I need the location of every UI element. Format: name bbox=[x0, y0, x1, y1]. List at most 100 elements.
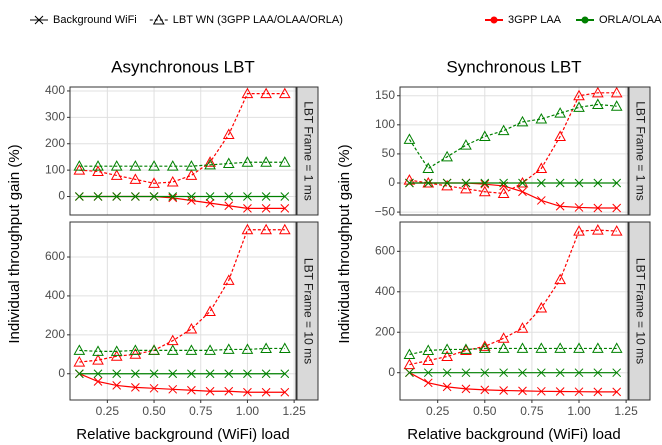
data-point bbox=[573, 342, 585, 353]
data-point bbox=[422, 162, 435, 173]
data-point bbox=[185, 169, 198, 180]
data-point bbox=[166, 175, 179, 187]
data-point bbox=[187, 385, 196, 395]
data-point bbox=[554, 342, 567, 353]
y-tick-label: 50 bbox=[382, 146, 396, 160]
data-point bbox=[403, 358, 416, 370]
data-point bbox=[593, 203, 603, 213]
series-line bbox=[409, 92, 617, 195]
plot-panel bbox=[400, 222, 628, 400]
data-point bbox=[204, 156, 216, 167]
data-point bbox=[241, 87, 254, 99]
y-tick-label: 400 bbox=[45, 288, 65, 302]
panel-title: Asynchronous LBT bbox=[111, 57, 255, 76]
data-point bbox=[592, 98, 604, 109]
data-point bbox=[278, 87, 291, 99]
data-point bbox=[205, 386, 215, 396]
data-point bbox=[205, 192, 215, 201]
data-point bbox=[610, 225, 623, 236]
data-point bbox=[222, 128, 235, 140]
plot-panel bbox=[70, 87, 296, 215]
x-tick-label: 1.00 bbox=[236, 404, 260, 418]
y-tick-label: 300 bbox=[45, 110, 65, 124]
data-point bbox=[168, 369, 178, 379]
data-point bbox=[593, 178, 603, 188]
data-point bbox=[185, 344, 198, 355]
data-point bbox=[480, 368, 490, 378]
data-point bbox=[554, 107, 567, 118]
data-point bbox=[93, 377, 103, 386]
data-point bbox=[480, 179, 490, 189]
data-point bbox=[241, 223, 254, 235]
data-point bbox=[610, 342, 623, 353]
data-point bbox=[110, 169, 123, 180]
data-point bbox=[480, 178, 490, 188]
data-point bbox=[73, 356, 86, 367]
data-point bbox=[278, 156, 291, 167]
data-point bbox=[260, 87, 272, 99]
legend-marker bbox=[152, 13, 165, 25]
data-point bbox=[261, 387, 271, 397]
legend-label: Background WiFi bbox=[53, 14, 137, 26]
data-point bbox=[92, 354, 104, 365]
panel-border bbox=[69, 221, 297, 401]
data-point bbox=[187, 192, 196, 201]
y-tick-label: 400 bbox=[375, 284, 395, 298]
legend-marker bbox=[34, 15, 44, 25]
legend-label: LBT WN (3GPP LAA/OLAA/ORLA) bbox=[173, 14, 343, 26]
series-line bbox=[408, 103, 617, 170]
panel-border bbox=[69, 86, 297, 216]
data-point bbox=[516, 115, 529, 127]
data-point bbox=[222, 274, 235, 285]
data-point bbox=[592, 342, 604, 353]
data-point bbox=[461, 178, 471, 188]
data-point bbox=[92, 165, 104, 176]
data-point bbox=[518, 187, 527, 197]
data-point bbox=[278, 342, 291, 353]
data-point bbox=[224, 192, 234, 201]
series-line bbox=[409, 372, 617, 393]
data-point bbox=[241, 343, 254, 354]
y-tick-label: 400 bbox=[45, 83, 65, 97]
y-tick-label: 0 bbox=[388, 175, 395, 189]
data-point bbox=[497, 187, 510, 198]
x-axis-title: Relative background (WiFi) load bbox=[76, 426, 289, 443]
data-point bbox=[74, 192, 84, 201]
data-point bbox=[73, 160, 86, 171]
data-point bbox=[187, 196, 196, 205]
data-point bbox=[422, 344, 435, 355]
data-point bbox=[612, 178, 622, 188]
data-point bbox=[131, 192, 140, 201]
data-point bbox=[574, 178, 584, 188]
data-point bbox=[185, 322, 198, 334]
y-tick-label: 100 bbox=[375, 117, 395, 131]
data-point bbox=[280, 369, 290, 379]
y-axis-title: Individual throughput gain (%) bbox=[6, 144, 23, 343]
legend-label: ORLA/OLAA bbox=[599, 14, 662, 26]
data-point bbox=[460, 182, 472, 194]
data-point bbox=[405, 178, 414, 188]
data-point bbox=[110, 345, 123, 356]
panel-border bbox=[399, 221, 629, 401]
data-point bbox=[442, 178, 452, 188]
data-point bbox=[612, 387, 622, 397]
data-point bbox=[243, 369, 252, 379]
data-point bbox=[243, 387, 252, 397]
data-point bbox=[280, 204, 290, 213]
data-point bbox=[592, 224, 604, 235]
data-point bbox=[149, 383, 159, 393]
data-point bbox=[441, 150, 453, 162]
data-point bbox=[168, 193, 178, 203]
data-point bbox=[131, 369, 140, 379]
data-point bbox=[204, 158, 216, 170]
data-point bbox=[535, 112, 548, 124]
data-point bbox=[261, 204, 271, 213]
facet-strip bbox=[296, 86, 319, 216]
y-tick-label: 0 bbox=[388, 365, 395, 379]
facet-label: LBT Frame = 10 ms bbox=[301, 258, 315, 364]
data-point bbox=[610, 100, 623, 111]
facet-label: LBT Frame = 1 ms bbox=[301, 101, 315, 200]
data-point bbox=[222, 343, 235, 354]
data-point bbox=[535, 342, 548, 353]
